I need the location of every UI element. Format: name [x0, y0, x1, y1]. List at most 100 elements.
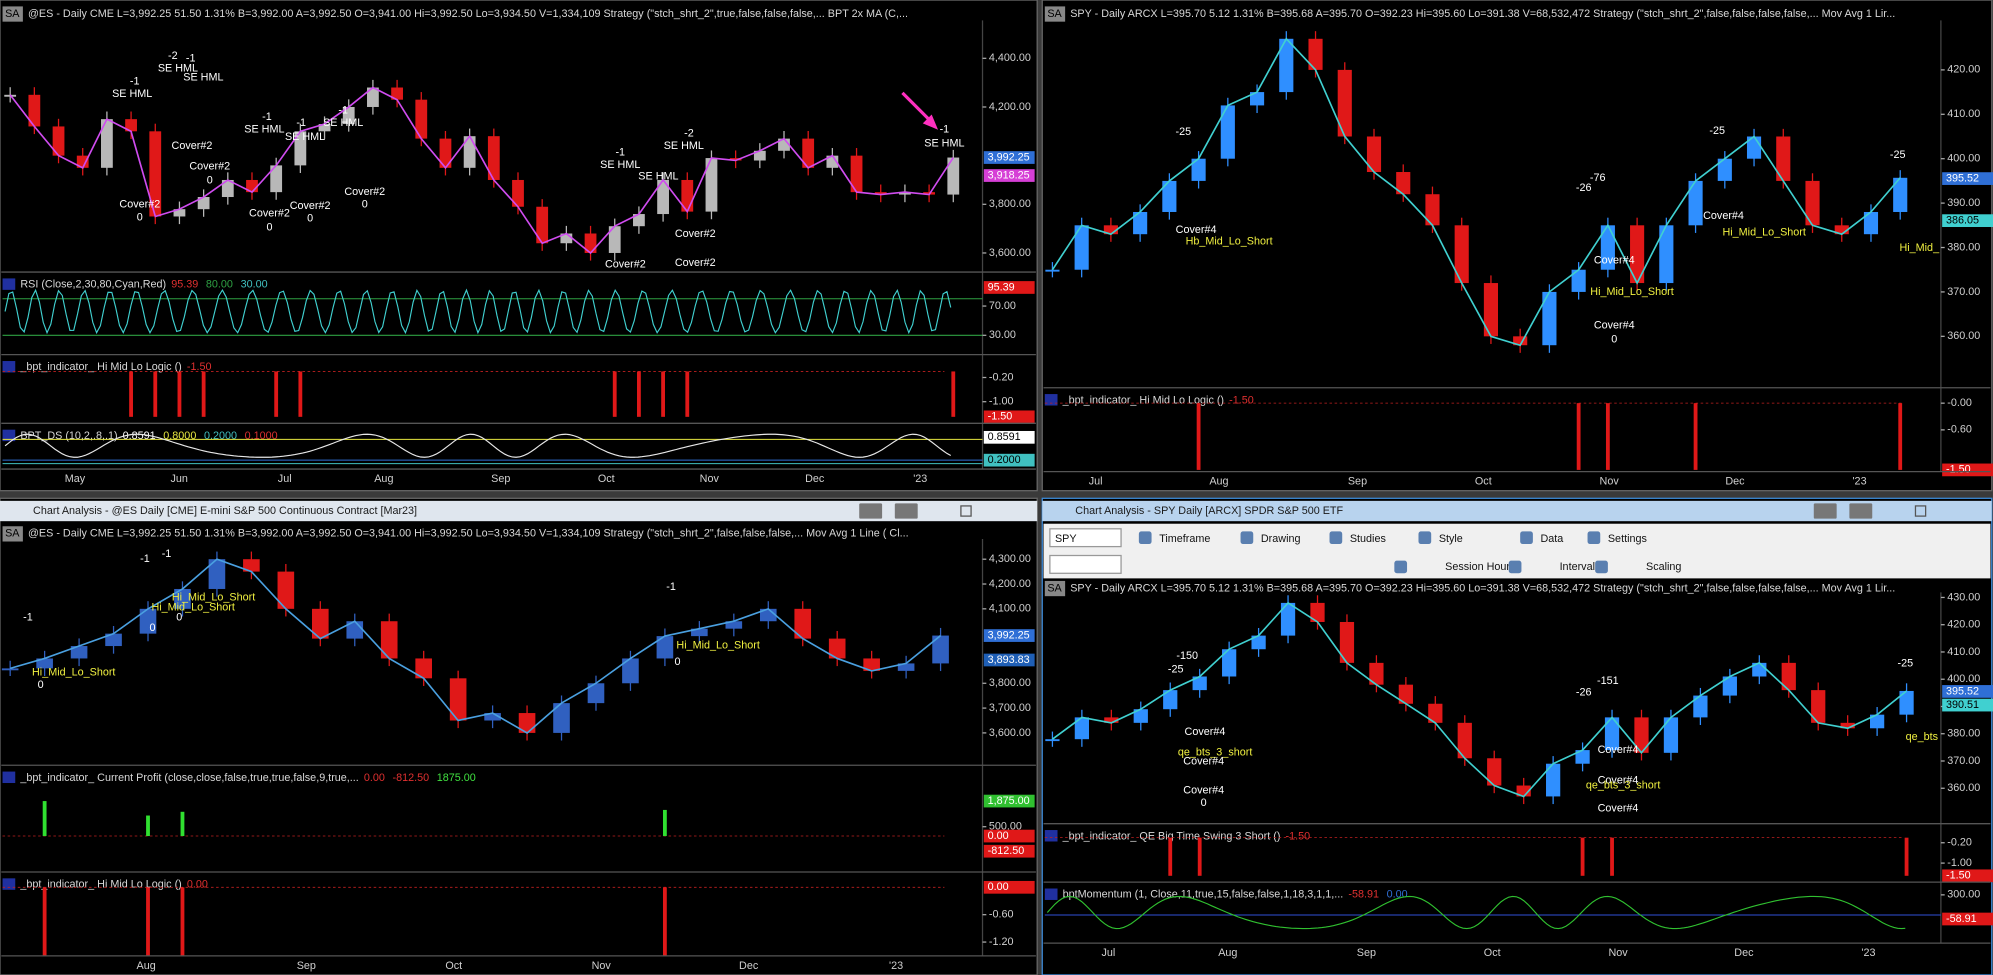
candle [536, 206, 549, 244]
candle [1251, 635, 1266, 650]
candle [1659, 225, 1674, 284]
oscillator-decor [1046, 895, 1906, 930]
badge [1044, 6, 1066, 22]
candle [1249, 92, 1265, 106]
month-label: Oct [1475, 476, 1492, 488]
toolbar-item[interactable]: Timeframe [1159, 533, 1210, 545]
candle [1310, 602, 1325, 622]
candle [294, 131, 307, 166]
chart-header: SPY - Daily ARCX L=395.70 5.12 1.31% B=3… [1070, 8, 1895, 20]
trade-annotation: Hi_Mid_Lo_Short [32, 666, 115, 678]
month-label: May [65, 473, 86, 485]
candle [633, 214, 645, 227]
candle [1722, 676, 1737, 696]
title-button[interactable] [894, 503, 918, 519]
indicator-reading: -1.50 [1229, 394, 1254, 406]
month-label: Nov [700, 473, 720, 485]
candle [139, 608, 157, 634]
close-line [9, 86, 954, 255]
signal-bar [42, 801, 47, 837]
trade-annotation: -25 [1890, 149, 1906, 161]
candle [1604, 717, 1620, 751]
trade-annotation: Cover#2 [172, 140, 213, 152]
toolbar-item[interactable]: Session Hours [1445, 561, 1516, 573]
trade-annotation: 0 [1611, 333, 1617, 345]
window-title: Chart Analysis - @ES Daily [CME] E-mini … [33, 505, 417, 517]
toolbar-item[interactable]: Data [1541, 533, 1564, 545]
candle [729, 158, 742, 161]
candle [584, 233, 597, 253]
trade-annotation: Hi_Mid_Lo_Short [1590, 286, 1673, 298]
y-tick-label: 70.00 [989, 300, 1016, 312]
candle [101, 119, 113, 168]
badge [2, 6, 23, 22]
candle [753, 150, 766, 161]
y-tick-label: 420.00 [1947, 64, 1980, 76]
y-tick-label: 4,200.00 [989, 101, 1031, 113]
trade-annotation: Cover#4 [1176, 224, 1217, 236]
window-control[interactable] [960, 505, 972, 517]
indicator-reading: 0.00 [1387, 889, 1408, 901]
value-tag [1942, 214, 1993, 228]
candle [149, 131, 162, 217]
signal-bar [201, 371, 206, 417]
candle [1133, 709, 1148, 723]
toolbar-item[interactable]: SPY [1055, 533, 1077, 545]
toolbar-icon [1240, 531, 1254, 545]
toolbar-item[interactable]: Studies [1350, 533, 1387, 545]
signal-bar [1610, 837, 1614, 876]
symbol-box-2[interactable] [1049, 554, 1122, 574]
pane-badge [2, 878, 16, 890]
toolbar-item[interactable]: Settings [1608, 533, 1648, 545]
month-label: Jun [171, 473, 188, 485]
trade-annotation: Hi_Mid_Lo_Short [172, 591, 255, 603]
title-button[interactable] [1849, 503, 1873, 519]
month-label: '23 [889, 960, 903, 972]
candle [1600, 225, 1615, 270]
candle [681, 179, 694, 212]
month-label: Oct [445, 960, 462, 972]
candle [828, 638, 846, 659]
title-button[interactable] [859, 503, 883, 519]
toolbar-icon [1394, 560, 1408, 574]
month-label: '23 [1853, 476, 1867, 488]
title-button[interactable] [1813, 503, 1837, 519]
value-tag-label: 0.8591 [988, 431, 1021, 443]
candle [657, 179, 669, 215]
month-label: Aug [374, 473, 393, 485]
trade-annotation: 0 [362, 199, 368, 211]
candle [1454, 225, 1469, 284]
value-tag [983, 430, 1035, 444]
trade-annotation: SE HML [244, 124, 284, 136]
value-tag-label: 3,992.25 [988, 629, 1030, 641]
candle [1630, 225, 1645, 284]
candle [691, 628, 708, 637]
trade-annotation: -1 [666, 581, 676, 593]
trade-annotation: -1 [940, 124, 950, 136]
y-tick-label: 4,400.00 [989, 52, 1031, 64]
trade-annotation: 0 [207, 174, 213, 186]
toolbar-item[interactable]: Drawing [1261, 533, 1301, 545]
window-control[interactable] [1914, 505, 1927, 517]
month-label: Nov [1600, 476, 1620, 488]
trade-annotation: Cover#4 [1594, 254, 1635, 266]
candle [1337, 69, 1352, 137]
candle [1693, 695, 1708, 718]
y-tick-label: 370.00 [1947, 286, 1980, 298]
candle [1688, 180, 1703, 226]
y-tick-label: 380.00 [1947, 241, 1980, 253]
candle [1163, 690, 1178, 710]
candle [415, 99, 428, 139]
symbol-box[interactable] [1049, 528, 1122, 548]
value-tag [1942, 685, 1993, 698]
close-line [1051, 601, 1908, 798]
toolbar-item[interactable]: Interval [1560, 561, 1595, 573]
toolbar-item[interactable]: Style [1439, 533, 1463, 545]
y-tick-label: -0.60 [989, 909, 1014, 921]
trade-annotation: qe_bts_3_short [1178, 746, 1252, 758]
toolbar-icon [1520, 531, 1533, 545]
candle [243, 559, 260, 572]
trade-annotation: -26 [1576, 182, 1592, 194]
toolbar-item[interactable]: Scaling [1646, 561, 1681, 573]
value-tag-label: -1.50 [1946, 870, 1971, 882]
